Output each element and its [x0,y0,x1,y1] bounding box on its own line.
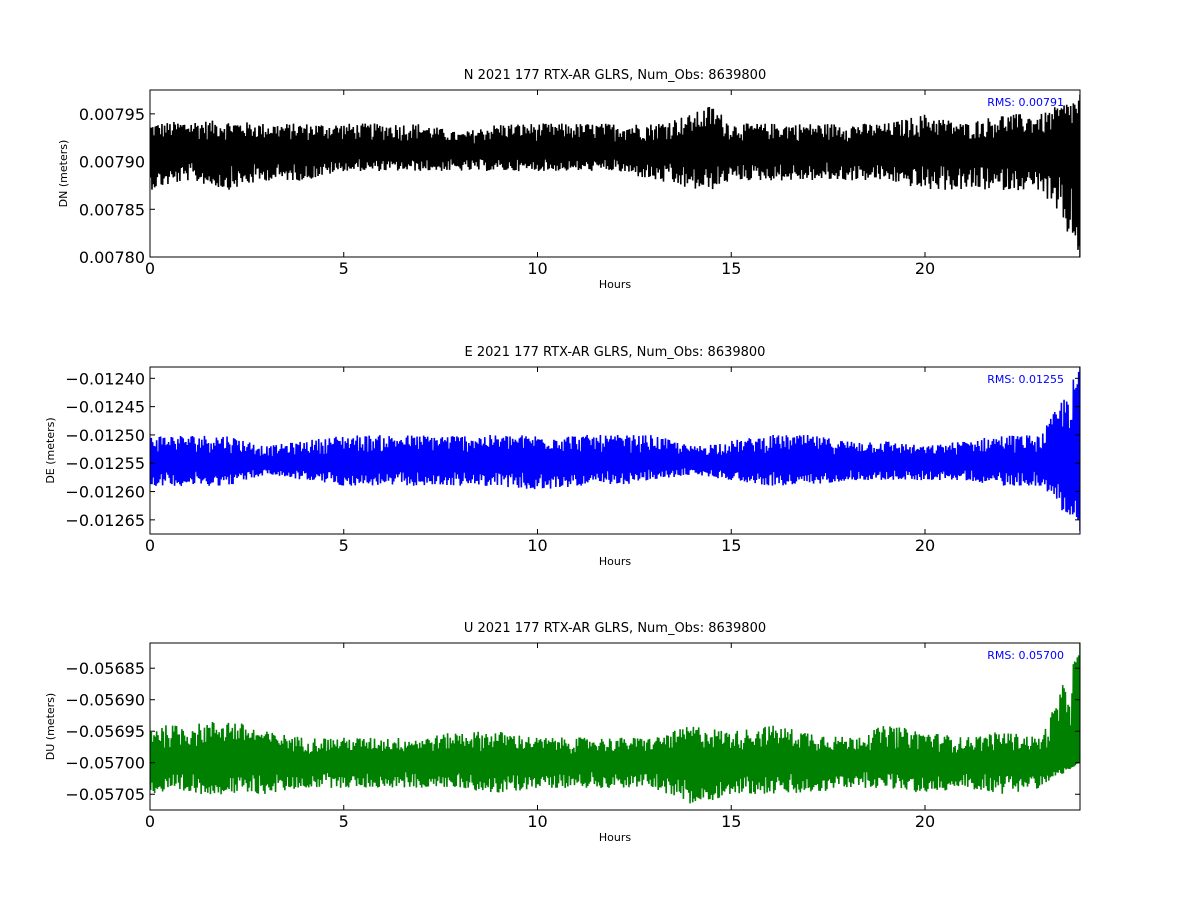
axes-frame-east [149,366,1081,535]
x-tick-label: 20 [915,536,935,555]
y-tick-label: −0.01265 [65,511,145,530]
y-axis-label-up: DU (meters) [44,693,57,760]
y-tick-label: −0.05705 [65,785,145,804]
x-tick-label: 10 [527,259,547,278]
x-axis-label-east: Hours [599,555,631,568]
panel-title-east: E 2021 177 RTX-AR GLRS, Num_Obs: 8639800 [465,345,766,360]
y-tick-label: 0.00790 [79,153,145,172]
x-tick-label: 0 [145,259,155,278]
series-line-up [150,643,1080,804]
x-tick-label: 15 [721,536,741,555]
x-tick-label: 0 [145,536,155,555]
panel-up: 0 5 10 15 20 −0.05685 −0.05690 −0.05695 −0.05700… [44,621,1081,844]
x-tick-label: 10 [527,536,547,555]
x-tick-label: 5 [339,536,349,555]
x-tick-label: 5 [339,812,349,831]
x-tick-label: 15 [721,259,741,278]
y-tick-label: −0.05700 [65,754,145,773]
panel-east: 0 5 10 15 20 −0.01240 −0.01245 −0.01250 −0.01255… [44,345,1081,568]
y-tick-label: 0.00780 [79,248,145,267]
y-tick-label: −0.05695 [65,722,145,741]
y-axis-label-east: DE (meters) [44,417,57,483]
y-tick-label: −0.01255 [65,454,145,473]
y-tick-label: 0.00795 [79,105,145,124]
y-tick-label: −0.05685 [65,659,145,678]
y-tick-label: −0.01245 [65,398,145,417]
series-line-east [150,367,1080,532]
x-tick-label: 20 [915,812,935,831]
y-tick-label: −0.05690 [65,691,145,710]
axes-frame-north [149,89,1081,258]
y-tick-label: −0.01260 [65,483,145,502]
y-axis-label-north: DN (meters) [57,140,70,208]
panel-north: 0 5 10 15 20 0.00780 0.00785 0.00790 0.00795 N 20… [57,68,1081,291]
y-tick-label: −0.01240 [65,369,145,388]
panel-title-north: N 2021 177 RTX-AR GLRS, Num_Obs: 8639800 [464,68,766,83]
x-tick-label: 0 [145,812,155,831]
rms-annotation-up: RMS: 0.05700 [987,649,1064,662]
x-tick-label: 15 [721,812,741,831]
rms-annotation-east: RMS: 0.01255 [987,373,1064,386]
x-tick-label: 20 [915,259,935,278]
axes-frame-up [149,642,1081,811]
x-tick-label: 5 [339,259,349,278]
x-tick-label: 10 [527,812,547,831]
x-axis-label-up: Hours [599,831,631,844]
y-tick-label: −0.01250 [65,426,145,445]
panel-title-up: U 2021 177 RTX-AR GLRS, Num_Obs: 8639800 [464,621,766,636]
series-line-north [150,94,1080,257]
rms-annotation-north: RMS: 0.00791 [987,96,1064,109]
y-tick-label: 0.00785 [79,200,145,219]
x-axis-label-north: Hours [599,278,631,291]
